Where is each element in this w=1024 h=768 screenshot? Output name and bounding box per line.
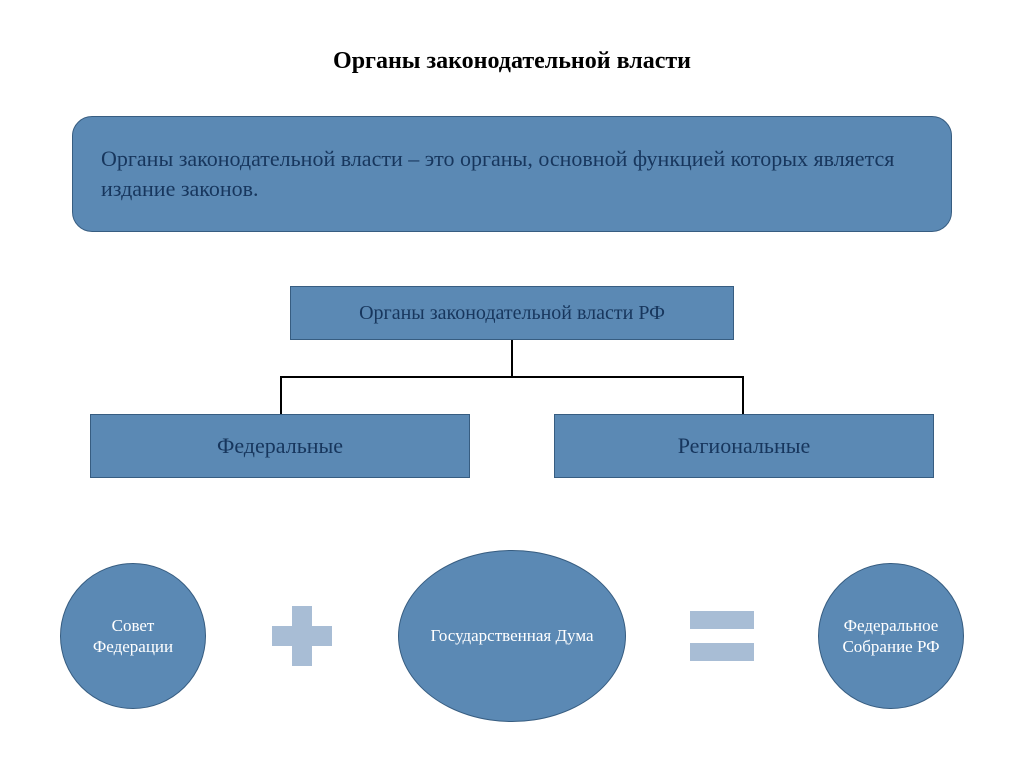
connector-vertical-left — [280, 376, 282, 414]
equation-row: Совет Федерации Государственная Дума Фед… — [60, 548, 964, 724]
equals-icon — [687, 601, 757, 671]
definition-box: Органы законодательной власти – это орга… — [72, 116, 952, 232]
plus-icon — [267, 601, 337, 671]
connector-vertical-right — [742, 376, 744, 414]
hierarchy-root-label: Органы законодательной власти РФ — [359, 302, 665, 325]
branch-federal: Федеральные — [90, 414, 470, 478]
equation-middle-ellipse: Государственная Дума — [398, 550, 626, 722]
page-title: Органы законодательной власти — [0, 0, 1024, 75]
equation-right-ellipse: Федеральное Собрание РФ — [818, 563, 964, 709]
connector-vertical-root — [511, 340, 513, 378]
branch-federal-label: Федеральные — [217, 433, 343, 459]
connector-horizontal — [280, 376, 744, 378]
branch-regional: Региональные — [554, 414, 934, 478]
equation-middle-label: Государственная Дума — [430, 625, 593, 646]
branch-regional-label: Региональные — [678, 433, 811, 459]
equation-left-ellipse: Совет Федерации — [60, 563, 206, 709]
equation-right-label: Федеральное Собрание РФ — [829, 615, 953, 658]
equation-left-label: Совет Федерации — [71, 615, 195, 658]
hierarchy-root: Органы законодательной власти РФ — [290, 286, 734, 340]
definition-text: Органы законодательной власти – это орга… — [101, 144, 923, 203]
